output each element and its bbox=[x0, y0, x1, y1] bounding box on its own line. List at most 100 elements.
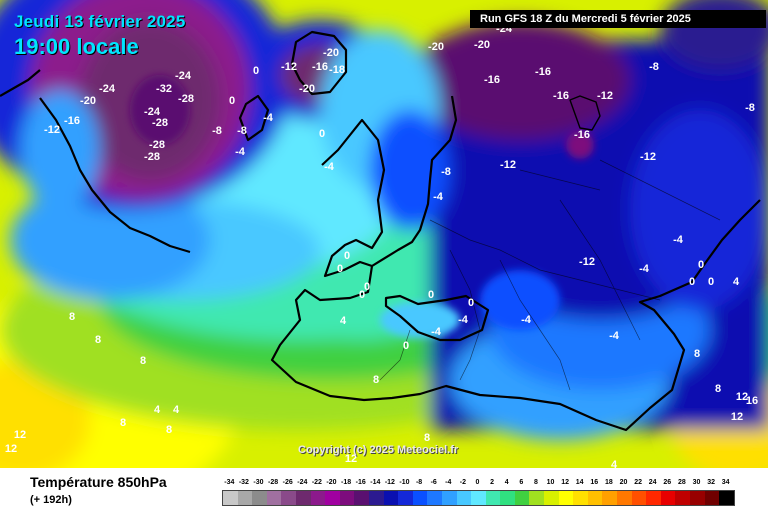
legend-swatch bbox=[660, 491, 676, 505]
legend-swatch bbox=[441, 491, 457, 505]
legend-tick-label: 8 bbox=[533, 479, 538, 486]
isotherm-label: -16 bbox=[484, 74, 500, 86]
isotherm-label: 8 bbox=[95, 334, 101, 346]
legend-tick-label: -26 bbox=[282, 479, 293, 486]
isotherm-label: 12 bbox=[731, 411, 743, 423]
legend-tick-label: 34 bbox=[721, 479, 730, 486]
legend-swatch bbox=[237, 491, 253, 505]
isotherm-label: -4 bbox=[673, 234, 684, 246]
isotherm-label: -20 bbox=[299, 83, 315, 95]
isotherm-label: -28 bbox=[178, 93, 194, 105]
isotherm-label: 8 bbox=[120, 417, 126, 429]
isotherm-label: 4 bbox=[733, 276, 740, 288]
legend-swatch bbox=[704, 491, 720, 505]
isotherm-label: 16 bbox=[746, 395, 758, 407]
isotherm-label: -20 bbox=[323, 47, 339, 59]
isotherm-label: -4 bbox=[609, 330, 620, 342]
isotherm-label: 8 bbox=[166, 424, 172, 436]
legend-swatch bbox=[529, 491, 545, 505]
legend-tick-label: 20 bbox=[619, 479, 628, 486]
isotherm-label: 0 bbox=[319, 128, 325, 140]
legend-swatch bbox=[310, 491, 326, 505]
isotherm-label: -8 bbox=[212, 125, 222, 137]
isotherm-label: 4 bbox=[173, 404, 180, 416]
isotherm-label: 8 bbox=[69, 311, 75, 323]
legend-swatch bbox=[719, 491, 734, 505]
isotherm-label: 4 bbox=[154, 404, 161, 416]
legend-swatch bbox=[573, 491, 588, 505]
legend-swatch bbox=[587, 491, 603, 505]
isotherm-label: -12 bbox=[597, 90, 613, 102]
legend-tick-label: 12 bbox=[561, 479, 569, 486]
isotherm-label: -16 bbox=[64, 115, 80, 127]
isotherm-label: -12 bbox=[281, 61, 297, 73]
legend-swatch bbox=[500, 491, 515, 505]
isotherm-label: -16 bbox=[553, 90, 569, 102]
legend-swatch bbox=[252, 491, 267, 505]
legend-swatch bbox=[617, 491, 632, 505]
isotherm-label: 0 bbox=[689, 276, 695, 288]
isotherm-label: 0 bbox=[253, 65, 259, 77]
isotherm-label: -4 bbox=[458, 314, 469, 326]
legend-swatch bbox=[368, 491, 384, 505]
legend-tick-label: -6 bbox=[430, 479, 437, 486]
isotherm-label: 12 bbox=[14, 429, 26, 441]
legend-swatch bbox=[602, 491, 618, 505]
legend-tick-label: 4 bbox=[504, 479, 509, 486]
isotherm-label: -8 bbox=[745, 102, 755, 114]
isotherm-label: -12 bbox=[579, 256, 595, 268]
isotherm-label: 12 bbox=[345, 453, 357, 465]
isotherm-label: -32 bbox=[156, 83, 172, 95]
isotherm-label: 0 bbox=[428, 289, 434, 301]
legend-tick-label: -16 bbox=[355, 479, 366, 486]
isotherm-label: -8 bbox=[649, 61, 659, 73]
legend-tick-label: 28 bbox=[677, 479, 686, 486]
legend-tick-label: 26 bbox=[663, 479, 672, 486]
isotherm-label: 0 bbox=[229, 95, 235, 107]
isotherm-label: -24 bbox=[99, 83, 116, 95]
legend-swatch bbox=[427, 491, 442, 505]
coastlines bbox=[0, 30, 761, 432]
legend-tick-label: 32 bbox=[707, 479, 715, 486]
legend-tick-label: -14 bbox=[370, 479, 381, 486]
isotherm-label: 12 bbox=[736, 391, 748, 403]
isotherm-label: -4 bbox=[521, 314, 532, 326]
legend-tick-label: -34 bbox=[224, 479, 235, 486]
legend-tick-label: -10 bbox=[399, 479, 410, 486]
isotherm-label: -4 bbox=[263, 112, 274, 124]
legend-tick-label: -32 bbox=[238, 479, 249, 486]
isotherm-label: 4 bbox=[340, 315, 347, 327]
legend-swatch bbox=[690, 491, 705, 505]
isotherm-label: -4 bbox=[235, 146, 246, 158]
legend-swatch bbox=[295, 491, 311, 505]
legend-swatch bbox=[675, 491, 690, 505]
isotherm-label: -12 bbox=[640, 151, 656, 163]
forecast-time: 19:00 locale bbox=[14, 34, 139, 59]
legend-tick-label: 2 bbox=[490, 479, 495, 486]
isotherm-label: -28 bbox=[144, 151, 160, 163]
legend-tick-label: 14 bbox=[575, 479, 584, 486]
isotherm-label: -12 bbox=[44, 124, 60, 136]
legend-swatch bbox=[485, 491, 501, 505]
isotherm-label: 8 bbox=[424, 432, 430, 444]
lead-time: (+ 192h) bbox=[30, 494, 72, 506]
isotherm-label: -20 bbox=[474, 39, 490, 51]
isotherm-label: 8 bbox=[694, 348, 700, 360]
legend-color-scale bbox=[222, 490, 735, 506]
isotherm-label: -12 bbox=[500, 159, 516, 171]
isotherm-label: 0 bbox=[698, 259, 704, 271]
legend-tick-label: -30 bbox=[253, 479, 264, 486]
copyright-notice: Copyright (c) 2025 Meteociel.fr bbox=[298, 444, 459, 456]
isotherm-label: -4 bbox=[433, 191, 444, 203]
legend-tick-label: 24 bbox=[648, 479, 657, 486]
isotherm-label: 8 bbox=[373, 374, 379, 386]
legend-swatch bbox=[631, 491, 647, 505]
isotherm-label: 8 bbox=[715, 383, 721, 395]
isotherm-label: -8 bbox=[237, 125, 247, 137]
legend-tick-label: 6 bbox=[519, 479, 524, 486]
isotherm-label: -18 bbox=[329, 64, 345, 76]
isotherm-label: 0 bbox=[403, 340, 409, 352]
isotherm-label: 0 bbox=[344, 250, 350, 262]
legend-swatch bbox=[514, 491, 530, 505]
